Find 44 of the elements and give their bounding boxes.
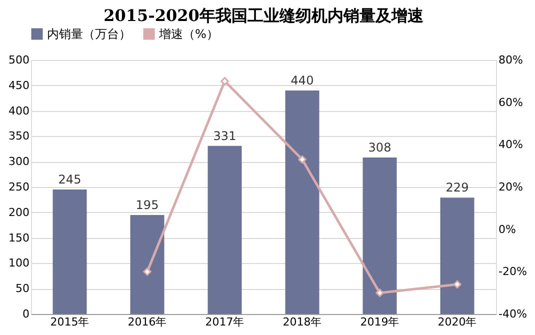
y2-tick-label: 0% [498,222,516,236]
y-tick-label: 400 [8,104,30,118]
bar [362,158,397,314]
bar [52,190,87,314]
x-tick-label: 2019年 [360,316,400,328]
data-label: 229 [446,180,469,195]
y2-tick-label: 60% [498,96,523,109]
point [453,280,462,288]
point [220,77,229,86]
bar [208,146,242,314]
point [376,288,384,297]
y-tick-label: 250 [8,180,30,194]
y-tick-label: 100 [8,256,30,270]
y-tick-label: 200 [8,206,30,219]
y2-tick-label: 80% [498,54,523,66]
data-label: 308 [368,140,392,155]
y-tick-label: 350 [8,130,30,143]
chart-title: 2015-2020年我国工业缝纫机内销量及增速 [104,6,424,25]
point [298,155,306,164]
y-tick-label: 300 [8,155,30,168]
data-label: 331 [213,128,236,143]
y-tick-label: 450 [8,78,30,92]
y2-tick-label: 20% [498,180,523,194]
y-tick-label: 0 [22,308,30,320]
legend-label: 增速（%） [158,27,218,41]
x-tick-label: 2017年 [205,316,244,328]
y2-tick-label: -20% [498,265,527,278]
bar [130,214,164,314]
data-label: 195 [136,198,159,212]
data-label: 245 [58,172,82,187]
y2-tick-label: 40% [498,138,523,152]
x-tick-label: 2016年 [128,316,167,328]
y2-tick-label: -40% [498,308,527,320]
x-tick-label: 2020年 [438,316,477,328]
y-tick-label: 500 [8,54,30,66]
bar [440,198,474,314]
point [143,268,152,276]
x-tick-label: 2018年 [282,316,322,328]
x-tick-label: 2015年 [50,316,90,328]
y-tick-label: 50 [16,282,30,296]
legend-label: 内销量（万台） [47,27,131,41]
y-tick-label: 150 [8,231,30,244]
bar [285,90,320,314]
data-label: 440 [290,73,314,88]
